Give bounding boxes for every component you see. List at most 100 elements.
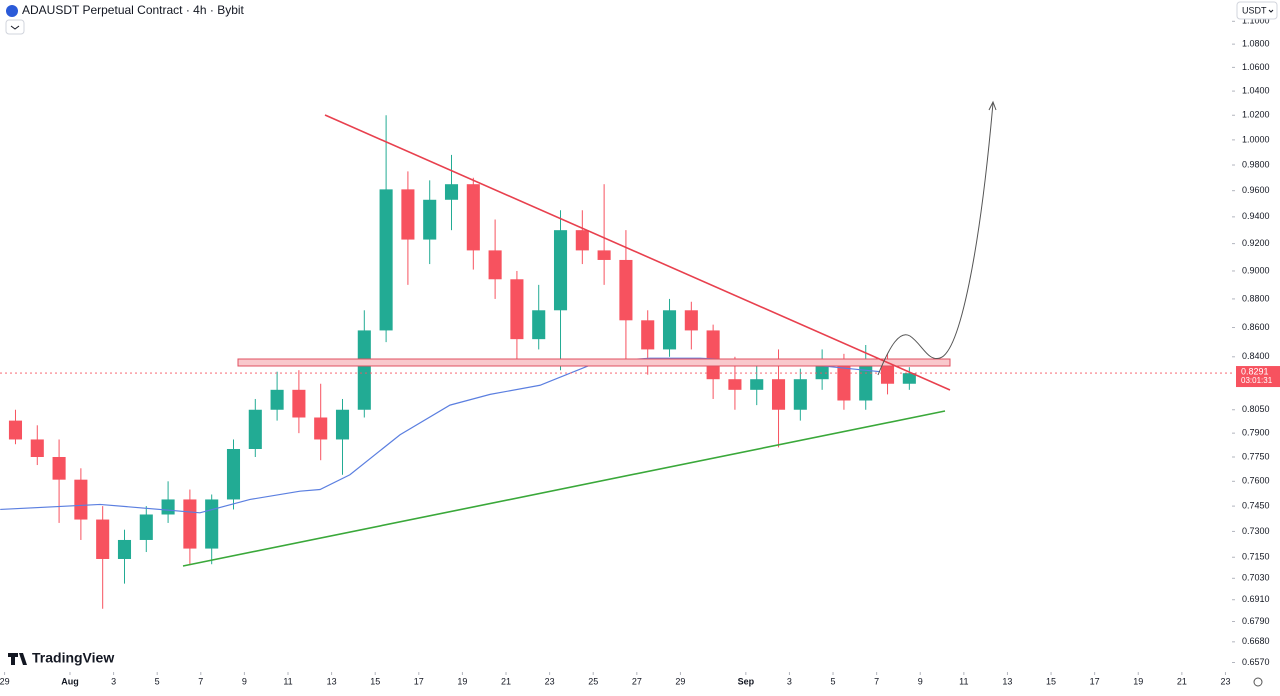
descending-trendline — [324, 114, 951, 391]
y-tick-label: 1.0200 — [1242, 110, 1270, 120]
y-tick-label: 1.0000 — [1242, 134, 1270, 144]
date-axis-bg — [0, 672, 1232, 691]
x-tick-label: Sep — [738, 676, 755, 686]
currency-dropdown[interactable] — [1236, 1, 1278, 20]
candle-body — [488, 250, 502, 280]
y-tick-label: 0.7150 — [1242, 552, 1270, 562]
candle-body — [597, 250, 611, 260]
candle-body — [575, 230, 589, 251]
x-tick-label: 11 — [959, 676, 968, 686]
candle-body — [248, 409, 262, 449]
candle-body — [641, 320, 655, 350]
y-tick-label: 1.0800 — [1242, 39, 1270, 49]
candle-body — [553, 230, 568, 311]
x-tick-label: 9 — [918, 676, 923, 686]
y-tick-label: 0.9400 — [1242, 211, 1270, 221]
y-tick-label: 0.8050 — [1242, 404, 1270, 414]
candle-body — [532, 310, 546, 340]
candle-body — [423, 199, 437, 240]
y-tick-label: 0.9800 — [1242, 159, 1270, 169]
candle-body — [74, 479, 88, 520]
y-tick-label: 0.8800 — [1242, 293, 1270, 303]
symbol-icon — [6, 5, 18, 17]
candle-body — [902, 373, 916, 384]
x-tick-label: 21 — [1177, 676, 1187, 686]
x-tick-label: 11 — [283, 676, 292, 686]
x-tick-label: 17 — [414, 676, 424, 686]
x-tick-label: 29 — [0, 676, 10, 686]
ascending-trendline — [182, 410, 946, 567]
candle-body — [706, 330, 720, 380]
last-price-badge — [1236, 366, 1280, 388]
collapse-button[interactable] — [5, 19, 25, 35]
x-tick-label: 3 — [787, 676, 792, 686]
price-axis-bg — [1232, 0, 1280, 691]
candle-body — [379, 189, 393, 331]
candle-body — [837, 359, 851, 401]
x-tick-label: 13 — [1002, 676, 1012, 686]
x-tick-label: 7 — [874, 676, 879, 686]
candle-body — [161, 499, 175, 515]
x-tick-label: 21 — [501, 676, 511, 686]
candle-body — [205, 499, 219, 549]
y-tick-label: 0.8400 — [1242, 351, 1270, 361]
x-tick-label: 25 — [588, 676, 598, 686]
y-tick-label: 0.6570 — [1242, 657, 1270, 667]
y-tick-label: 0.7900 — [1242, 428, 1270, 438]
x-tick-label: 7 — [198, 676, 203, 686]
logo-mark — [8, 653, 27, 665]
chevron-icon — [1268, 9, 1274, 13]
projection-arrow — [988, 100, 997, 111]
candle-body — [30, 439, 44, 457]
x-tick-label: 19 — [1133, 676, 1143, 686]
x-tick-label: 3 — [111, 676, 116, 686]
candle-body — [662, 310, 677, 350]
candle-body — [728, 379, 742, 390]
y-tick-label: 1.0400 — [1242, 85, 1270, 95]
candle-body — [117, 539, 132, 559]
candle-body — [510, 279, 524, 340]
candles-layer — [0, 115, 1232, 609]
candle-body — [270, 389, 284, 410]
y-tick-label: 0.9200 — [1242, 238, 1270, 248]
candle-body — [401, 189, 415, 240]
x-tick-label: 5 — [155, 676, 160, 686]
y-tick-label: 0.7030 — [1242, 573, 1270, 583]
y-tick-label: 0.6680 — [1242, 636, 1270, 646]
y-tick-label: 1.1000 — [1242, 16, 1270, 26]
chart-title: ADAUSDT Perpetual Contract · 4h · Bybit — [22, 3, 245, 17]
brand-logo: TradingView — [8, 650, 114, 666]
candle-body — [226, 448, 241, 500]
x-tick-label: 15 — [1046, 676, 1056, 686]
y-tick-label: 0.9600 — [1242, 185, 1270, 195]
x-tick-label: 23 — [1220, 676, 1230, 686]
candle-body — [684, 310, 698, 331]
x-tick-label: 9 — [242, 676, 247, 686]
y-tick-label: 0.7450 — [1242, 500, 1270, 510]
candle-body — [771, 379, 786, 410]
x-tick-label: 15 — [370, 676, 380, 686]
x-tick-label: 17 — [1090, 676, 1100, 686]
candle-body — [750, 379, 764, 390]
countdown-label: 03:01:31 — [1241, 376, 1273, 385]
y-tick-label: 0.6790 — [1242, 616, 1270, 626]
candle-body — [96, 519, 110, 559]
last-price-label: 0.8291 — [1241, 366, 1269, 376]
candle-body — [619, 259, 633, 321]
y-tick-label: 0.8600 — [1242, 322, 1270, 332]
brand-name: TradingView — [32, 650, 114, 666]
candle-body — [139, 514, 153, 540]
candle-body — [444, 184, 459, 200]
candle-body — [357, 330, 371, 410]
candle-body — [292, 389, 306, 418]
candle-body — [183, 499, 197, 549]
resistance-zone — [237, 358, 951, 367]
y-tick-label: 0.7300 — [1242, 526, 1270, 536]
currency-label: USDT — [1242, 5, 1267, 15]
settings-icon[interactable] — [1253, 677, 1263, 687]
y-tick-label: 0.7600 — [1242, 476, 1270, 486]
x-tick-label: 29 — [675, 676, 685, 686]
